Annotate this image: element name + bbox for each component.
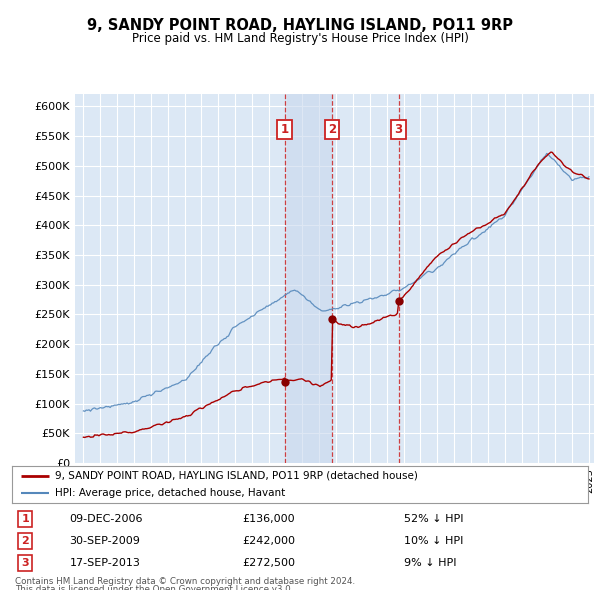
Text: 1: 1 (281, 123, 289, 136)
Text: 10% ↓ HPI: 10% ↓ HPI (404, 536, 463, 546)
Text: 1: 1 (22, 514, 29, 524)
Text: 9, SANDY POINT ROAD, HAYLING ISLAND, PO11 9RP: 9, SANDY POINT ROAD, HAYLING ISLAND, PO1… (87, 18, 513, 33)
Text: Contains HM Land Registry data © Crown copyright and database right 2024.: Contains HM Land Registry data © Crown c… (15, 577, 355, 586)
Text: 3: 3 (395, 123, 403, 136)
Text: 09-DEC-2006: 09-DEC-2006 (70, 514, 143, 524)
Text: Price paid vs. HM Land Registry's House Price Index (HPI): Price paid vs. HM Land Registry's House … (131, 32, 469, 45)
Text: 17-SEP-2013: 17-SEP-2013 (70, 558, 140, 568)
Text: 52% ↓ HPI: 52% ↓ HPI (404, 514, 463, 524)
Text: 3: 3 (22, 558, 29, 568)
Text: £136,000: £136,000 (242, 514, 295, 524)
Text: 30-SEP-2009: 30-SEP-2009 (70, 536, 140, 546)
Text: 9, SANDY POINT ROAD, HAYLING ISLAND, PO11 9RP (detached house): 9, SANDY POINT ROAD, HAYLING ISLAND, PO1… (55, 471, 418, 481)
Text: £272,500: £272,500 (242, 558, 295, 568)
Text: This data is licensed under the Open Government Licence v3.0.: This data is licensed under the Open Gov… (15, 585, 293, 590)
Bar (284, 94, 332, 463)
Text: 2: 2 (328, 123, 336, 136)
Text: £242,000: £242,000 (242, 536, 295, 546)
Text: HPI: Average price, detached house, Havant: HPI: Average price, detached house, Hava… (55, 488, 286, 498)
Text: 9% ↓ HPI: 9% ↓ HPI (404, 558, 456, 568)
Text: 2: 2 (22, 536, 29, 546)
